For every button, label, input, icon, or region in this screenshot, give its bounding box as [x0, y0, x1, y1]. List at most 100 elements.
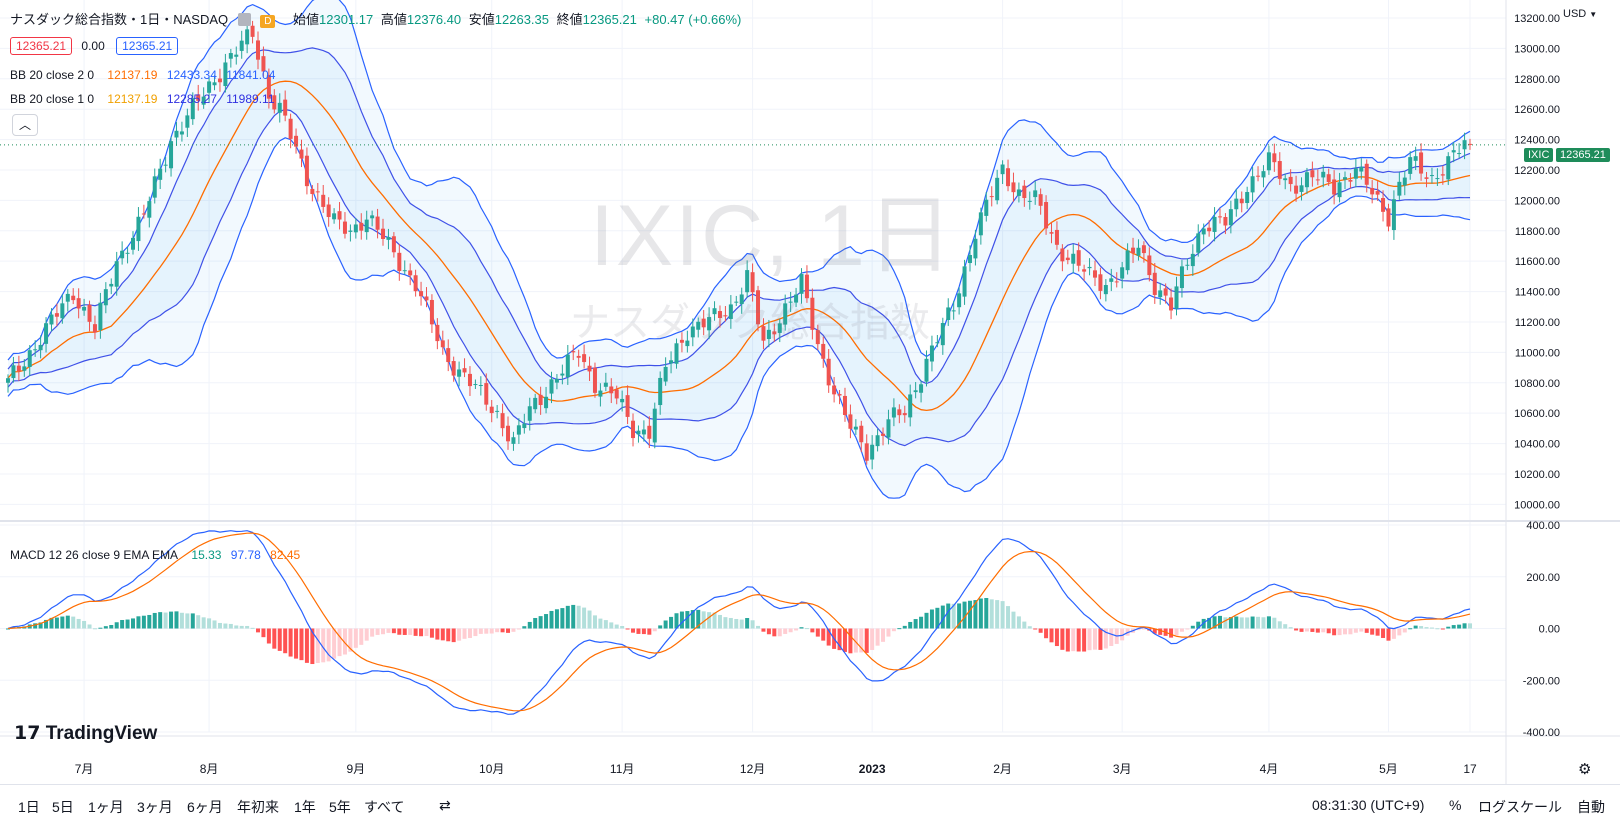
macd-histogram-bar	[495, 628, 500, 633]
macd-histogram-bar	[1065, 628, 1070, 652]
candle-body	[342, 221, 347, 234]
macd-histogram-bar	[1419, 626, 1424, 629]
macd-histogram-bar	[152, 612, 157, 629]
settings-gear-icon[interactable]: ⚙	[1578, 761, 1592, 778]
macd-histogram-bar	[1386, 628, 1391, 641]
macd-histogram-bar	[1006, 606, 1011, 629]
candle-body	[538, 394, 543, 406]
candle-body	[304, 155, 309, 187]
candle-body	[804, 274, 809, 299]
candle-body	[1125, 250, 1130, 271]
candle-body	[1152, 272, 1157, 295]
macd-histogram-bar	[1321, 628, 1326, 633]
macd-histogram-bar	[1370, 628, 1375, 635]
candle-body	[1424, 177, 1429, 179]
macd-histogram-bar	[44, 619, 49, 629]
candle-body	[1245, 192, 1250, 204]
open-label: 始値	[293, 12, 320, 27]
bb1-legend[interactable]: BB 20 close 1 0 12137.19 12285.27 11989.…	[10, 92, 275, 106]
buy-price-button[interactable]: 12365.21	[116, 37, 179, 55]
macd-histogram-bar	[429, 628, 434, 638]
macd-histogram-bar	[1120, 628, 1125, 641]
candle-body	[54, 313, 59, 317]
clock-time[interactable]: 08:31:30 (UTC+9)	[1312, 797, 1425, 813]
macd-histogram-bar	[707, 612, 712, 629]
macd-histogram-bar	[201, 617, 206, 629]
currency-selector[interactable]: USD ▼	[1563, 8, 1597, 20]
range-6m-button[interactable]: 6ヶ月	[187, 799, 223, 815]
sell-price-button[interactable]: 12365.21	[10, 37, 73, 55]
macd-histogram-bar	[103, 626, 108, 629]
candle-body	[794, 294, 799, 303]
time-tick-label: 10月	[479, 762, 504, 776]
candle-body	[641, 429, 646, 435]
macd-legend[interactable]: MACD 12 26 close 9 EMA EMA 15.33 97.78 8…	[10, 548, 300, 562]
macd-histogram-bar	[1440, 628, 1445, 630]
candle-body	[685, 340, 690, 347]
candle-body	[1299, 185, 1304, 192]
macd-histogram-bar	[250, 627, 255, 629]
bb1-lower-line	[7, 108, 1471, 447]
macd-histogram-bar	[326, 628, 331, 662]
high-value: 12376.40	[406, 12, 462, 27]
candle-body	[315, 191, 320, 193]
macd-histogram-bar	[223, 623, 228, 629]
log-scale-toggle[interactable]: ログスケール	[1478, 799, 1562, 815]
candle-body	[467, 373, 472, 387]
macd-histogram-bar	[261, 628, 266, 638]
bb2-lower: 11841.04	[226, 68, 276, 82]
candle-body	[413, 275, 418, 292]
bb2-legend[interactable]: BB 20 close 2 0 12137.19 12433.34 11841.…	[10, 68, 275, 82]
macd-histogram-bar	[1266, 616, 1271, 629]
range-all-button[interactable]: すべて	[364, 799, 405, 815]
candle-body	[179, 131, 184, 135]
candle-body	[995, 177, 1000, 201]
macd-histogram-bar	[1201, 618, 1206, 629]
range-1d-button[interactable]: 1日	[18, 799, 40, 815]
chart-canvas[interactable]: 13200.00 13000.00 12800.00 12600.00 12400.00…	[0, 0, 1620, 784]
auto-scale-toggle[interactable]: 自動	[1577, 799, 1605, 815]
range-3m-button[interactable]: 3ヶ月	[137, 799, 173, 815]
percent-toggle[interactable]: %	[1449, 797, 1462, 813]
date-range-icon[interactable]: ⇄	[439, 797, 451, 813]
candle-body	[353, 224, 358, 233]
macd-histogram-bar	[92, 628, 97, 630]
range-5d-button[interactable]: 5日	[52, 799, 74, 815]
range-1m-button[interactable]: 1ヶ月	[88, 799, 124, 815]
candle-body	[185, 115, 190, 128]
candle-body	[1348, 180, 1353, 182]
range-1y-button[interactable]: 1年	[294, 799, 316, 815]
candle-body	[582, 354, 587, 363]
candle-body	[560, 373, 565, 376]
candle-body	[109, 283, 114, 287]
time-tick-label: 8月	[200, 762, 219, 776]
collapse-legend-button[interactable]: ︿	[12, 114, 38, 136]
candle-body	[1207, 227, 1212, 232]
candle-body	[1016, 189, 1021, 196]
symbol-title[interactable]: ナスダック総合指数・1日・NASDAQ	[10, 12, 229, 27]
macd-histogram-bar	[701, 611, 706, 629]
macd-histogram-bar	[1245, 617, 1250, 629]
candle-body	[217, 78, 222, 83]
candle-body	[141, 213, 146, 215]
macd-histogram-bar	[342, 628, 347, 655]
macd-histogram-bar	[1435, 628, 1440, 630]
range-ytd-button[interactable]: 年初来	[237, 799, 279, 815]
candle-body	[1038, 194, 1043, 206]
candle-body	[381, 228, 386, 239]
time-tick-label: 7月	[75, 762, 94, 776]
candle-body	[821, 343, 826, 359]
macd-histogram-bar	[60, 616, 65, 629]
candle-body	[592, 367, 597, 393]
candle-body	[1468, 143, 1472, 145]
bb2-upper-line	[7, 0, 1471, 361]
macd-histogram-bar	[1326, 628, 1331, 634]
candle-body	[701, 318, 706, 328]
candle-body	[1239, 198, 1244, 204]
tradingview-logo[interactable]: 𝟭𝟳 TradingView	[14, 722, 157, 745]
candle-body	[1190, 253, 1195, 267]
macd-signal-value: 82.45	[270, 548, 301, 562]
candle-body	[147, 201, 152, 218]
range-5y-button[interactable]: 5年	[329, 799, 351, 815]
time-tick-label: 9月	[346, 762, 365, 776]
